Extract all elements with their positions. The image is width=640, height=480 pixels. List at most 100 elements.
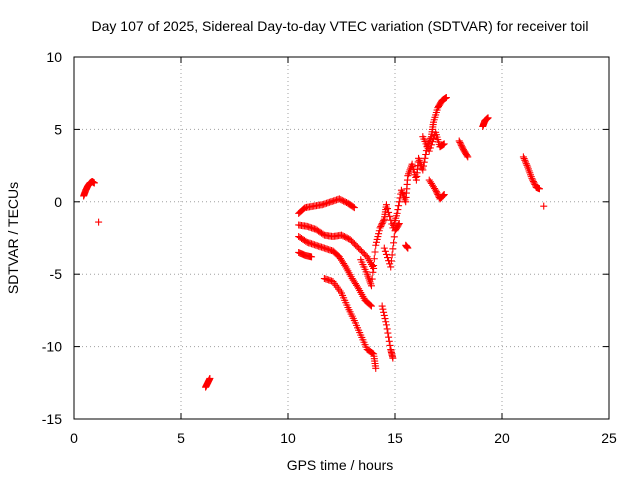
data-point <box>420 158 428 166</box>
data-point <box>389 245 397 253</box>
data-point <box>382 318 390 326</box>
y-tick-label: 0 <box>54 194 62 210</box>
data-point <box>422 150 430 158</box>
data-point <box>381 315 389 323</box>
data-point <box>341 261 349 269</box>
data-point <box>380 308 388 316</box>
point-series-s17 <box>519 153 543 193</box>
data-point <box>385 208 393 216</box>
data-point <box>419 166 427 174</box>
data-point <box>484 114 492 122</box>
data-point <box>458 143 466 151</box>
data-point <box>395 221 403 229</box>
y-tick-label: -5 <box>50 266 63 282</box>
data-point <box>95 218 103 226</box>
data-point <box>430 135 438 143</box>
data-point <box>394 206 402 214</box>
data-point <box>386 341 394 349</box>
data-point <box>377 222 385 230</box>
x-tick-label: 15 <box>387 430 403 446</box>
data-point <box>530 179 538 187</box>
data-point <box>395 220 403 228</box>
data-point <box>387 263 395 271</box>
point-series-s3 <box>202 374 214 391</box>
data-point <box>384 254 392 262</box>
data-point <box>382 201 390 209</box>
data-point <box>395 198 403 206</box>
point-series-s14 <box>419 128 448 155</box>
data-point <box>521 156 529 164</box>
data-point <box>404 244 412 252</box>
data-point <box>371 248 379 256</box>
data-point <box>367 282 375 290</box>
data-point <box>393 209 401 217</box>
data-point <box>378 220 386 228</box>
point-series-s13 <box>425 176 448 203</box>
x-tick-label: 5 <box>177 430 185 446</box>
data-points <box>80 94 548 391</box>
point-series-s8 <box>320 275 380 372</box>
data-point <box>439 192 447 200</box>
axis-ticks <box>73 56 610 420</box>
data-point <box>421 154 429 162</box>
data-point <box>372 241 380 249</box>
data-point <box>379 218 387 226</box>
y-axis-label: SDTVAR / TECUs <box>5 182 21 294</box>
data-point <box>457 141 465 149</box>
x-tick-label: 10 <box>280 430 296 446</box>
data-point <box>434 191 442 199</box>
point-series-s7 <box>295 248 316 261</box>
data-point <box>395 202 403 210</box>
data-point <box>374 233 382 241</box>
point-series-s18 <box>540 202 548 210</box>
data-point <box>372 364 380 372</box>
data-point <box>528 175 536 183</box>
data-point <box>426 144 434 152</box>
data-point <box>385 337 393 345</box>
data-point <box>354 283 362 291</box>
data-point <box>370 255 378 263</box>
data-point <box>388 251 396 259</box>
data-point <box>389 354 397 362</box>
data-point <box>380 311 388 319</box>
point-series-s5 <box>295 221 378 272</box>
data-point <box>90 179 98 187</box>
data-point <box>442 94 450 102</box>
data-point <box>383 325 391 333</box>
point-series-s9 <box>357 94 450 290</box>
data-point <box>520 155 528 163</box>
data-point <box>385 333 393 341</box>
data-point <box>375 230 383 238</box>
data-point <box>463 152 471 160</box>
point-series-s1 <box>80 178 98 200</box>
data-point <box>522 160 530 168</box>
data-point <box>373 235 381 243</box>
y-tick-labels: -15 -10 -5 0 5 10 <box>42 49 62 427</box>
data-point <box>427 141 435 149</box>
data-point <box>440 191 448 199</box>
data-point <box>540 202 548 210</box>
data-point <box>349 203 357 211</box>
data-point <box>529 178 537 186</box>
point-series-s15 <box>455 137 472 161</box>
point-series-s12 <box>402 241 412 252</box>
data-point <box>379 305 387 313</box>
chart-title: Day 107 of 2025, Sidereal Day-to-day VTE… <box>92 18 589 34</box>
y-tick-label: 10 <box>46 49 62 65</box>
point-series-s2 <box>95 218 103 226</box>
data-point <box>376 224 384 232</box>
plot-frame <box>73 56 610 420</box>
data-point <box>455 137 463 145</box>
data-point <box>440 140 448 148</box>
data-point <box>390 239 398 247</box>
data-point <box>380 244 388 252</box>
data-point <box>369 349 377 357</box>
y-tick-label: -10 <box>42 339 62 355</box>
data-point <box>428 138 436 146</box>
data-point <box>308 253 316 261</box>
y-tick-label: -15 <box>42 411 62 427</box>
data-point <box>420 162 428 170</box>
data-point <box>457 140 465 148</box>
data-point <box>384 205 392 213</box>
